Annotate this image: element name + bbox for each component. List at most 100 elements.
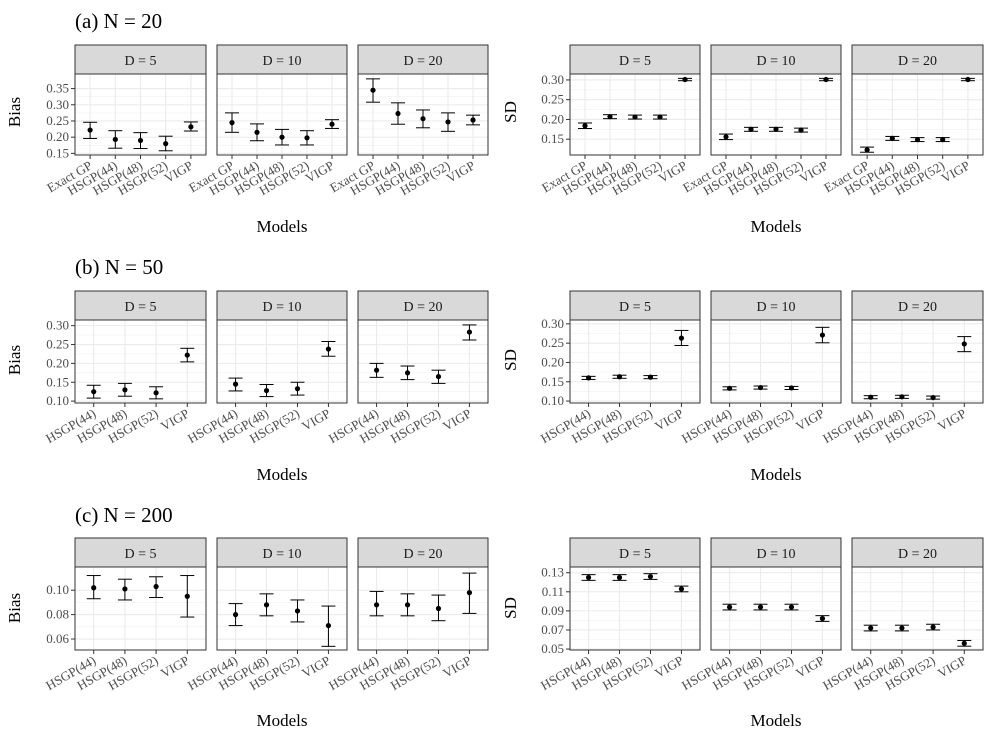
x-tick-label: VIGP — [299, 406, 333, 434]
facet-strip — [74, 537, 207, 568]
errorbar-vigp — [819, 76, 833, 83]
y-tick-label: 0.05 — [541, 641, 564, 656]
data-point — [153, 390, 159, 396]
errorbar-hsgp-44- — [581, 375, 596, 381]
facet-label: D = 20 — [403, 54, 442, 69]
facet-label: D = 10 — [262, 300, 301, 315]
data-point — [184, 593, 190, 599]
x-tick-label: VIGP — [652, 653, 686, 681]
errorbar-exact-gp — [366, 78, 380, 103]
errorbar-vigp — [321, 341, 336, 357]
data-point — [868, 625, 874, 631]
data-point — [585, 574, 592, 581]
data-point — [788, 604, 795, 610]
errorbar-hsgp-52- — [794, 127, 808, 133]
data-point — [435, 373, 442, 380]
errorbar-hsgp-44- — [250, 123, 264, 142]
panel-border — [569, 566, 701, 651]
data-point — [112, 136, 118, 143]
row-title: (a) N = 20 — [75, 9, 162, 33]
errorbar-vigp — [180, 347, 195, 363]
y-tick-label: 0.10 — [541, 393, 564, 408]
data-point — [373, 367, 380, 373]
data-point — [325, 346, 332, 352]
panel-border — [569, 319, 701, 404]
errorbar-hsgp-48- — [612, 374, 627, 380]
data-point — [647, 573, 654, 580]
plot-area — [217, 320, 347, 403]
data-point — [961, 640, 967, 646]
errorbar-hsgp-44- — [228, 377, 243, 392]
facet-strip — [357, 44, 489, 75]
facet-label: D = 20 — [898, 54, 937, 69]
facet-label: D = 10 — [756, 547, 795, 562]
y-axis-title: SD — [501, 101, 520, 123]
errorbar-hsgp-48- — [416, 109, 430, 129]
errorbar-hsgp-52- — [290, 381, 305, 396]
data-point — [370, 87, 376, 93]
data-point — [122, 586, 128, 592]
data-point — [657, 114, 663, 120]
data-point — [470, 117, 476, 123]
x-tick-label: VIGP — [793, 653, 827, 681]
errorbar-hsgp-48- — [894, 624, 909, 632]
x-tick-label: VIGP — [158, 653, 192, 681]
y-tick-label: 0.20 — [541, 354, 564, 369]
y-tick-label: 0.30 — [46, 318, 69, 333]
data-point — [435, 605, 442, 612]
facet-label: D = 5 — [619, 300, 651, 315]
y-tick-label: 0.30 — [541, 316, 564, 331]
y-tick-label: 0.15 — [46, 145, 69, 160]
errorbar-hsgp-52- — [643, 374, 658, 380]
errorbar-hsgp-48- — [117, 578, 132, 601]
errorbar-hsgp-48- — [753, 603, 768, 611]
y-axis-title: SD — [501, 597, 520, 619]
plot-area — [711, 567, 841, 650]
data-point — [616, 374, 623, 380]
x-axis-title: Models — [751, 465, 802, 484]
data-point — [798, 127, 804, 133]
panel-border — [357, 566, 489, 651]
y-tick-label: 0.09 — [541, 603, 564, 618]
data-point — [263, 387, 270, 394]
facet-label: D = 20 — [403, 300, 442, 315]
errorbar-hsgp-52- — [149, 576, 164, 599]
plot-area — [570, 320, 700, 403]
facet-label: D = 10 — [756, 54, 795, 69]
errorbar-vigp — [325, 119, 339, 129]
errorbar-hsgp-44- — [228, 603, 243, 627]
y-axis-title: Bias — [5, 345, 24, 375]
data-point — [329, 121, 335, 127]
y-tick-label: 0.20 — [46, 129, 69, 144]
y-tick-label: 0.25 — [46, 113, 69, 128]
x-tick-label: VIGP — [444, 158, 478, 186]
data-point — [91, 585, 97, 591]
facet-strip — [357, 290, 489, 321]
y-axis-title: SD — [501, 349, 520, 371]
data-point — [678, 586, 685, 592]
facet-strip — [74, 44, 207, 75]
errorbar-hsgp-48- — [910, 136, 925, 143]
data-point — [726, 604, 733, 610]
panel-border — [216, 566, 348, 651]
x-tick-label: VIGP — [440, 406, 474, 434]
data-point — [819, 615, 826, 622]
data-point — [678, 335, 685, 341]
data-point — [682, 76, 688, 83]
data-point — [122, 387, 128, 393]
data-point — [899, 394, 905, 400]
facet-panel: D = 5HSGP(44)HSGP(48)HSGP(52)VIGP0.100.1… — [538, 290, 701, 446]
errorbar-hsgp-44- — [391, 102, 405, 125]
panel-border — [74, 566, 207, 651]
facet-strip — [851, 44, 984, 75]
data-point — [868, 394, 874, 400]
errorbar-vigp — [815, 326, 830, 344]
data-point — [373, 602, 380, 608]
y-tick-label: 0.25 — [541, 335, 564, 350]
panel-border — [851, 319, 984, 404]
